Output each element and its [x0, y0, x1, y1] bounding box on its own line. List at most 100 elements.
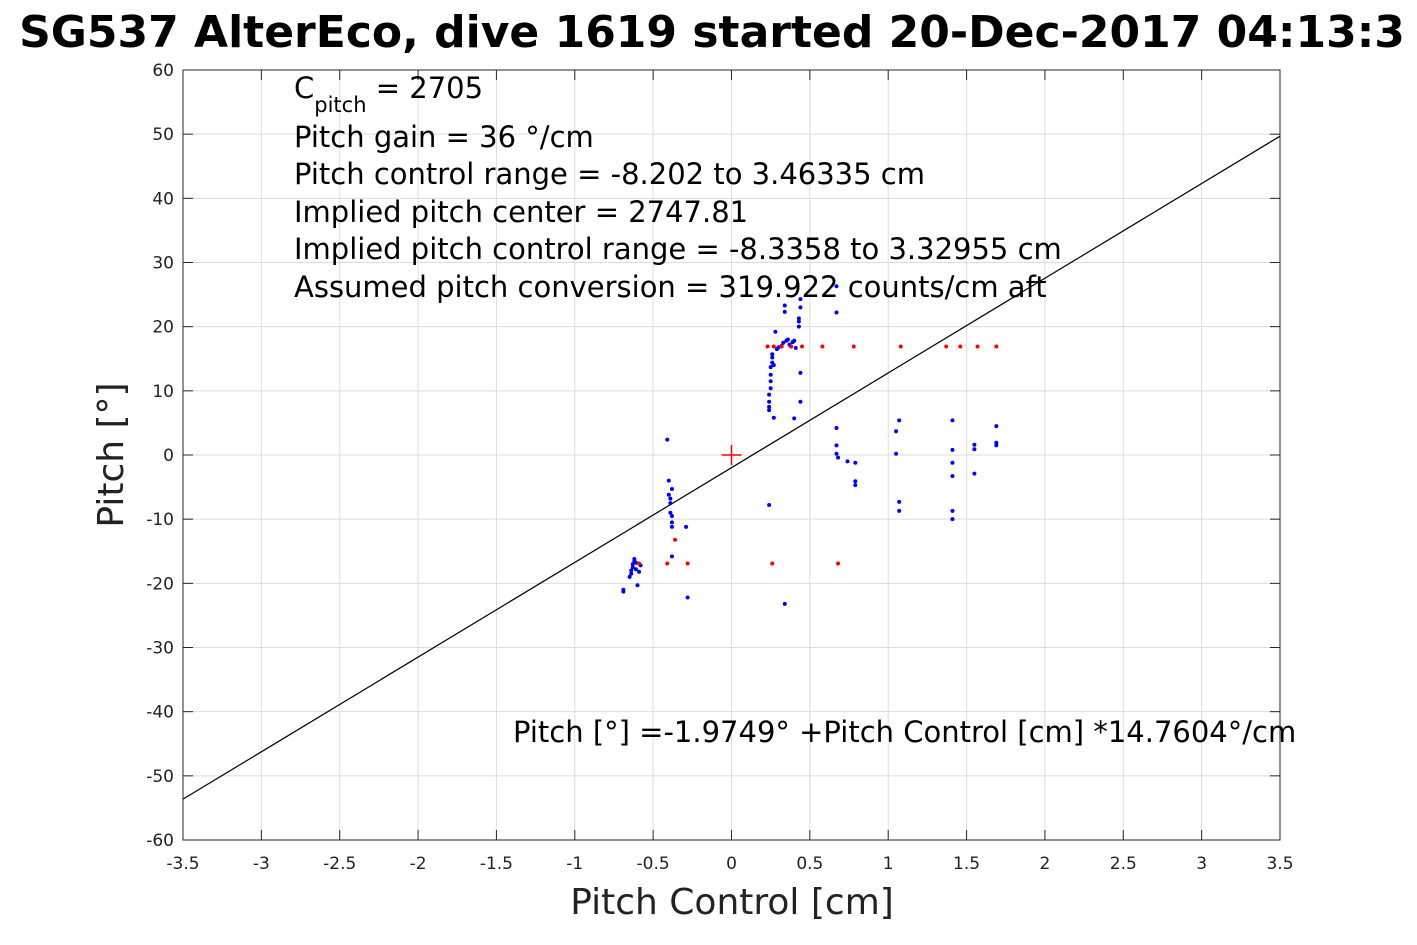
- blue-data-point: [771, 363, 776, 368]
- red-data-point: [765, 344, 770, 349]
- x-tick-label: -2: [410, 854, 427, 874]
- red-data-point: [800, 344, 805, 349]
- blue-data-point: [897, 508, 902, 513]
- x-tick-label: -3: [253, 854, 270, 874]
- blue-data-point: [773, 329, 778, 334]
- blue-data-point: [771, 415, 776, 420]
- blue-data-point: [853, 479, 858, 484]
- blue-data-point: [767, 503, 772, 508]
- blue-data-point: [834, 451, 839, 456]
- red-data-point: [958, 344, 963, 349]
- x-tick-label: 0.5: [796, 854, 823, 874]
- blue-data-point: [782, 601, 787, 606]
- blue-data-point: [798, 305, 803, 310]
- red-data-point: [851, 344, 856, 349]
- center-marker-layer: [721, 445, 742, 465]
- blue-data-point: [669, 513, 674, 518]
- annotation-implied-center: Implied pitch center = 2747.81: [294, 195, 748, 229]
- blue-data-point: [796, 324, 801, 329]
- fit-line: [182, 135, 1281, 800]
- blue-data-point: [665, 437, 670, 442]
- y-tick-label: -30: [146, 639, 174, 659]
- red-data-point: [789, 344, 794, 349]
- annotation-implied-range: Implied pitch control range = -8.3358 to…: [294, 232, 1062, 266]
- red-data-point: [665, 561, 670, 566]
- blue-data-point: [950, 474, 955, 479]
- x-axis-label: Pitch Control [cm]: [570, 882, 894, 923]
- blue-data-point: [798, 399, 803, 404]
- blue-data-point: [632, 556, 637, 561]
- blue-data-point: [669, 524, 674, 529]
- blue-data-point: [630, 562, 635, 567]
- red-data-point: [820, 344, 825, 349]
- blue-data-point: [768, 365, 773, 370]
- x-tick-label: -3.5: [166, 854, 199, 874]
- blue-data-point: [768, 379, 773, 384]
- annotation-conversion: Assumed pitch conversion = 319.922 count…: [294, 270, 1047, 304]
- blue-data-point: [972, 447, 977, 452]
- red-data-point: [975, 344, 980, 349]
- red-data-point: [779, 344, 784, 349]
- blue-data-point: [633, 567, 638, 572]
- y-tick-label: 20: [152, 318, 174, 338]
- blue-data-point: [635, 583, 640, 588]
- y-tick-label: 60: [152, 61, 174, 81]
- blue-data-point: [770, 352, 775, 357]
- blue-data-point: [785, 337, 790, 342]
- blue-data-point: [669, 520, 674, 525]
- blue-data-point: [796, 319, 801, 324]
- blue-data-point: [770, 355, 775, 360]
- blue-data-point: [629, 568, 634, 573]
- blue-data-point: [834, 310, 839, 315]
- blue-data-point: [792, 338, 797, 343]
- blue-data-point: [668, 496, 673, 501]
- blue-data-point: [668, 510, 673, 515]
- y-tick-label: 0: [163, 446, 174, 466]
- blue-data-point: [781, 340, 786, 345]
- blue-data-point: [798, 370, 803, 375]
- x-tick-label: 2.5: [1110, 854, 1137, 874]
- blue-data-point: [972, 471, 977, 476]
- x-tick-label: 1.5: [953, 854, 980, 874]
- blue-data-point: [994, 443, 999, 448]
- blue-data-point: [834, 284, 839, 289]
- annotation-pitch-gain: Pitch gain = 36 °/cm: [294, 120, 594, 154]
- x-tick-labels: -3.5 -3 -2.5 -2 -1.5 -1 -0.5 0 0.5 1 1.5 2 2.5 3 3.5: [166, 854, 1293, 874]
- annotation-fit-equation: Pitch [°] =-1.9749° +Pitch Control [cm] …: [513, 715, 1296, 749]
- blue-data-point: [782, 303, 787, 308]
- blue-data-point: [834, 443, 839, 448]
- y-tick-label: -40: [146, 703, 174, 723]
- y-tick-label: 30: [152, 254, 174, 274]
- x-tick-label: 0: [726, 854, 737, 874]
- red-data-point: [770, 561, 775, 566]
- blue-data-point: [629, 571, 634, 576]
- blue-data-point: [950, 517, 955, 522]
- blue-data-point: [853, 460, 858, 465]
- y-axis-label: Pitch [°]: [91, 382, 132, 527]
- red-data-point: [685, 561, 690, 566]
- blue-data-point: [894, 451, 899, 456]
- blue-data-point: [621, 589, 626, 594]
- blue-data-point: [798, 297, 803, 302]
- blue-data-point: [836, 455, 841, 460]
- red-data-point: [994, 344, 999, 349]
- x-tick-label: 2: [1040, 854, 1051, 874]
- blue-data-point: [834, 426, 839, 431]
- red-data-point: [637, 561, 642, 566]
- blue-data-point: [845, 459, 850, 464]
- x-tick-label: -2.5: [323, 854, 356, 874]
- blue-data-point: [668, 501, 673, 506]
- y-tick-label: 40: [152, 189, 174, 209]
- blue-data-point: [972, 442, 977, 447]
- c-pitch-symbol: C: [294, 71, 314, 105]
- blue-data-point: [894, 429, 899, 434]
- red-data-point: [898, 344, 903, 349]
- red-data-point: [944, 344, 949, 349]
- red-data-point: [673, 537, 678, 542]
- blue-data-point: [768, 386, 773, 391]
- red-data-point: [836, 561, 841, 566]
- x-tick-label: 3.5: [1266, 854, 1293, 874]
- blue-data-point: [950, 447, 955, 452]
- x-tick-label: -1.5: [480, 854, 513, 874]
